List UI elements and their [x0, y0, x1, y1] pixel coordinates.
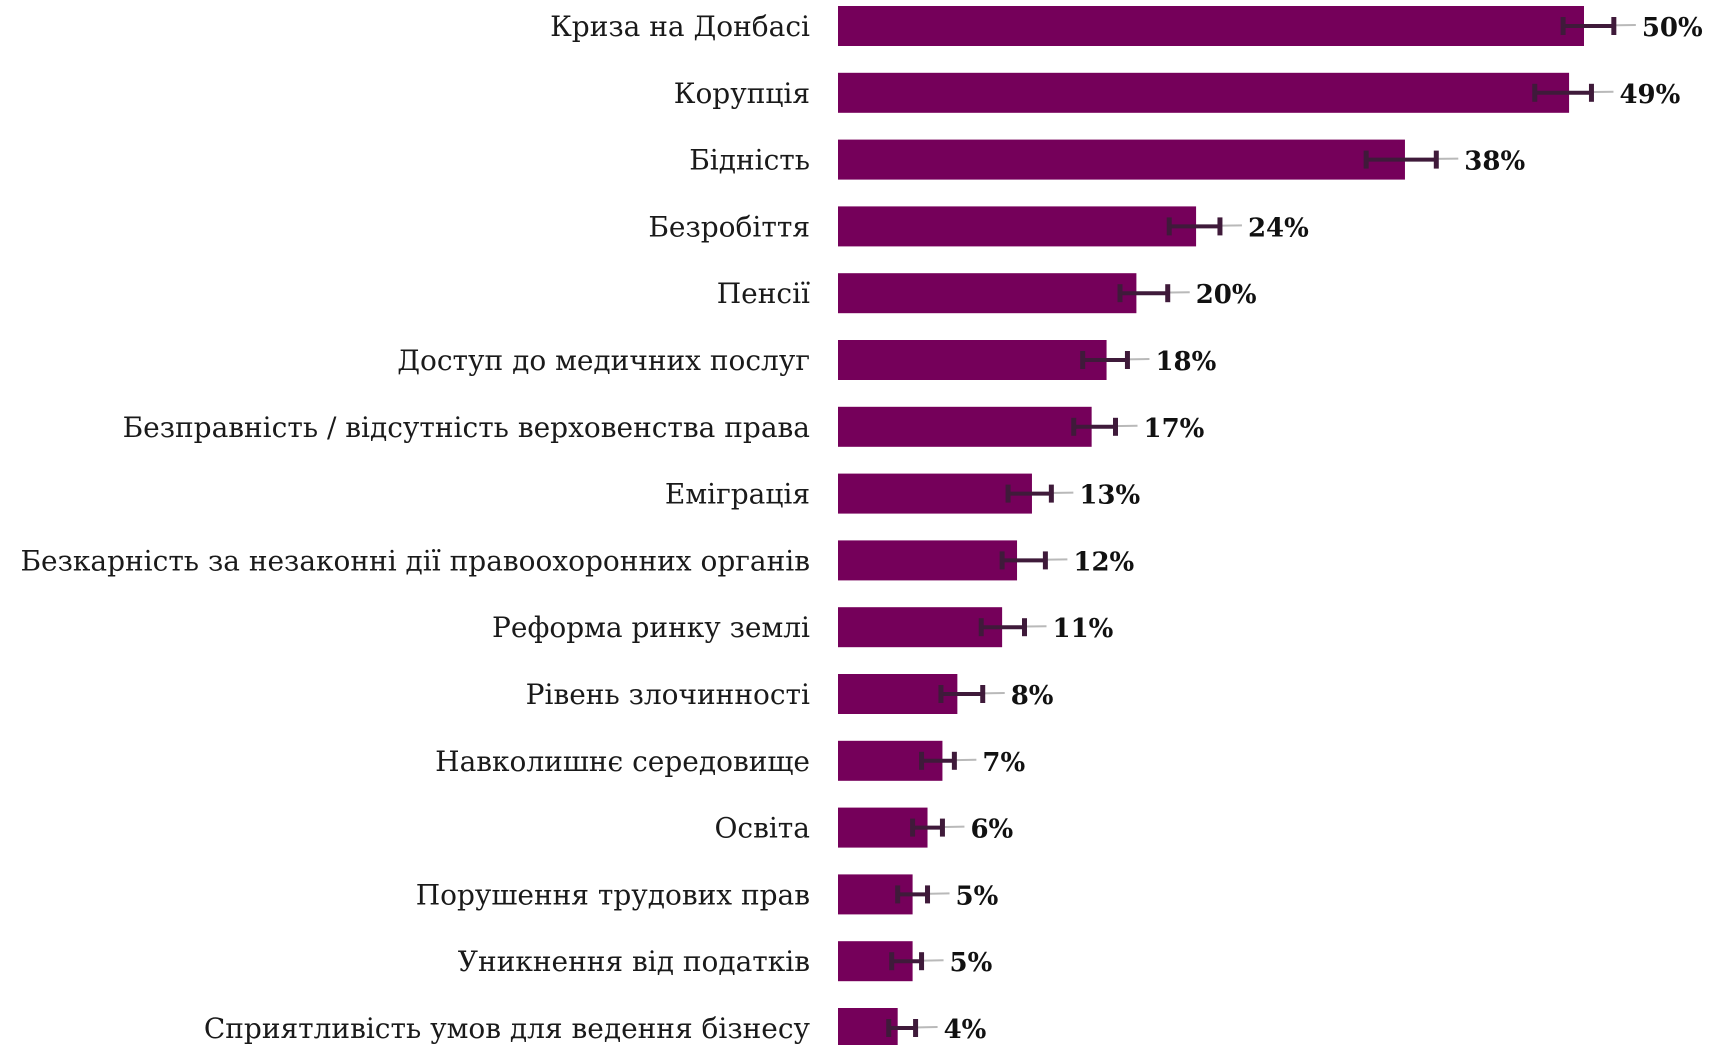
- value-label: 24%: [1248, 213, 1309, 243]
- category-label: Уникнення від податків: [458, 945, 810, 978]
- error-bar: [1071, 417, 1138, 436]
- error-bar: [1005, 484, 1074, 503]
- category-label: Рівень злочинності: [526, 678, 810, 711]
- category-label: Доступ до медичних послуг: [397, 344, 810, 377]
- category-label: Криза на Донбасі: [550, 10, 810, 43]
- bar: [838, 473, 1032, 514]
- value-label: 13%: [1079, 481, 1140, 511]
- error-bar: [938, 685, 1005, 703]
- bar: [838, 206, 1197, 247]
- category-label: Безкарність за незаконні дії правоохорон…: [20, 544, 810, 577]
- bar: [838, 406, 1092, 447]
- value-label: 7%: [982, 748, 1025, 778]
- error-bar: [886, 1019, 938, 1037]
- value-label: 5%: [950, 948, 993, 978]
- value-label: 18%: [1155, 347, 1216, 377]
- bar: [838, 72, 1570, 113]
- value-label: 8%: [1011, 681, 1054, 711]
- bar: [838, 607, 1003, 648]
- bar: [838, 540, 1018, 581]
- category-label: Корупція: [674, 77, 810, 110]
- category-label: Навколишнє середовище: [435, 745, 810, 778]
- value-label: 5%: [956, 881, 999, 911]
- category-label: Безробіття: [648, 210, 810, 243]
- category-label: Освіта: [714, 812, 810, 845]
- bar: [838, 139, 1405, 180]
- error-bar: [1166, 217, 1242, 236]
- error-bars-layer: [886, 17, 1636, 1037]
- error-bar: [999, 551, 1068, 570]
- value-label: 49%: [1619, 80, 1680, 110]
- bars-layer: [838, 6, 1584, 1045]
- category-label: Реформа ринку землі: [492, 611, 810, 644]
- category-label: Безправність / відсутність верховенства …: [123, 411, 810, 444]
- error-bar: [889, 952, 944, 971]
- error-bar: [919, 751, 977, 770]
- error-bar: [1363, 150, 1459, 169]
- category-label: Пенсії: [717, 277, 810, 310]
- bar: [838, 273, 1137, 314]
- bar: [838, 674, 958, 714]
- value-label: 4%: [944, 1015, 987, 1045]
- category-label: Порушення трудових прав: [416, 878, 810, 911]
- value-label: 6%: [970, 815, 1013, 845]
- error-bar: [895, 885, 950, 904]
- error-bar: [1532, 83, 1614, 102]
- bar: [838, 340, 1107, 380]
- value-label: 17%: [1144, 414, 1205, 444]
- error-bar: [1117, 284, 1190, 303]
- value-label: 50%: [1642, 13, 1703, 43]
- value-label: 11%: [1053, 614, 1114, 644]
- category-label: Еміграція: [665, 478, 810, 511]
- value-label: 12%: [1073, 547, 1134, 577]
- error-bar: [910, 818, 965, 837]
- value-label: 20%: [1196, 280, 1257, 310]
- error-bar: [1560, 17, 1636, 35]
- error-bar: [1080, 351, 1150, 369]
- category-label: Сприятливість умов для ведення бізнесу: [204, 1012, 811, 1045]
- labels-layer: Криза на Донбасі 50% Корупція 49% Бідність 38…: [20, 10, 1703, 1045]
- bar: [838, 6, 1584, 46]
- value-label: 38%: [1464, 147, 1525, 177]
- error-bar: [978, 618, 1047, 637]
- category-label: Бідність: [689, 144, 810, 177]
